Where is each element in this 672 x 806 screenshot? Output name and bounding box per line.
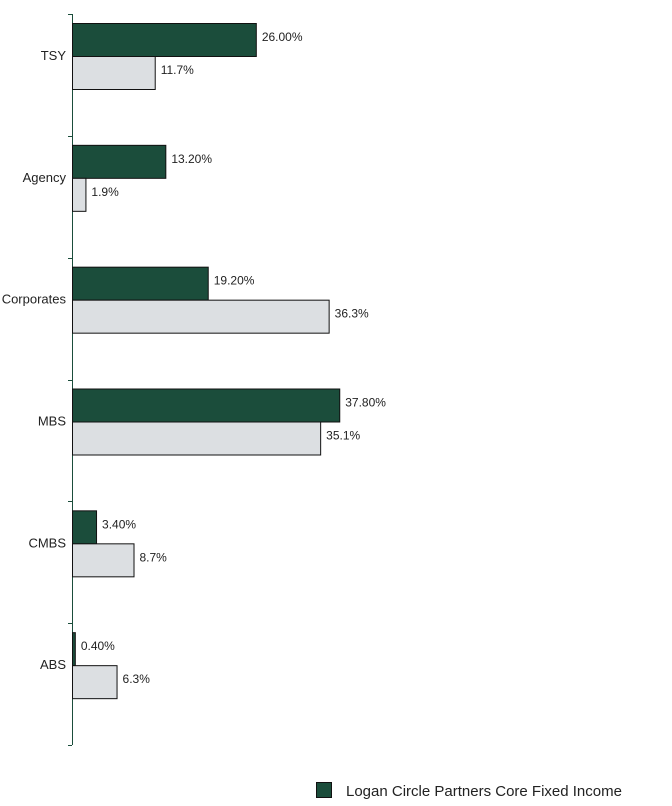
data-label: 35.1% (326, 429, 360, 443)
data-label: 11.7% (161, 63, 194, 77)
data-label: 3.40% (102, 517, 136, 531)
bar (72, 56, 156, 90)
bars (72, 23, 341, 700)
bar (72, 266, 209, 301)
data-label: 1.9% (91, 185, 119, 199)
bar (72, 23, 257, 57)
legend-label: Logan Circle Partners Core Fixed Income (346, 783, 622, 800)
bar (72, 144, 167, 179)
data-label: 13.20% (171, 152, 212, 166)
category-label: ABS (40, 657, 66, 672)
category-label: MBS (38, 414, 67, 429)
data-label: 8.7% (140, 550, 168, 564)
data-label: 36.3% (335, 307, 369, 321)
y-axis (68, 14, 73, 746)
data-label: 26.00% (262, 30, 303, 44)
bar (72, 177, 87, 212)
category-label: Agency (23, 170, 67, 185)
bar (72, 632, 76, 667)
bar (72, 510, 98, 545)
category-label: CMBS (28, 535, 66, 550)
bar (72, 421, 322, 456)
bar (72, 388, 341, 423)
labels: TSY 26.00% 11.7% Agency 13.20% 1.9% Corporates… (2, 30, 387, 686)
data-label: 37.80% (345, 396, 386, 410)
bar (72, 543, 135, 578)
legend: Logan Circle Partners Core Fixed Income (316, 782, 622, 800)
legend-swatch (316, 782, 332, 798)
data-label: 0.40% (81, 639, 115, 653)
data-label: 6.3% (123, 672, 151, 686)
data-label: 19.20% (214, 274, 255, 288)
category-label: TSY (41, 48, 67, 63)
bar (72, 665, 118, 700)
category-label: Corporates (2, 292, 67, 307)
bar (72, 299, 330, 334)
